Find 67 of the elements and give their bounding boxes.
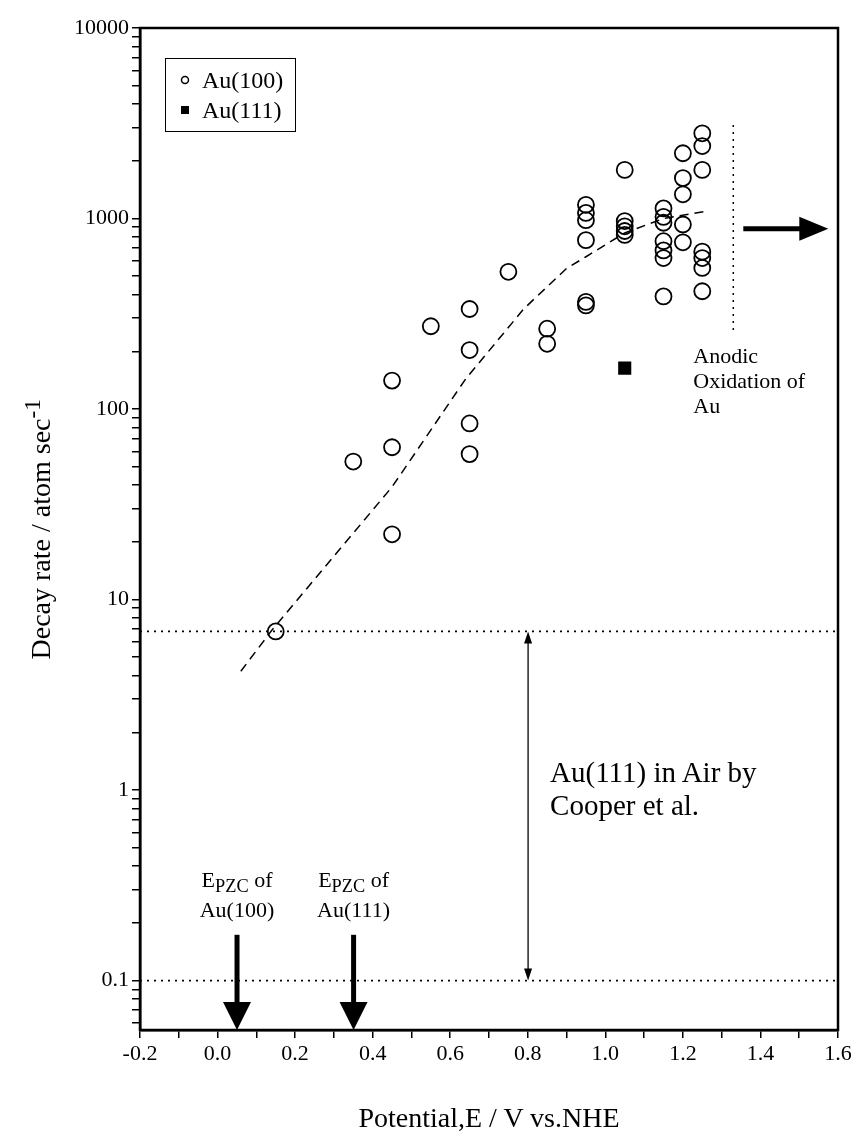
x-tick-label: 1.4 (746, 1039, 775, 1065)
point (693, 137, 712, 155)
x-tick-label: 1.2 (669, 1039, 697, 1065)
point (383, 438, 401, 457)
point (460, 414, 479, 433)
point (460, 300, 479, 318)
x-tick-label: 0.2 (281, 1039, 309, 1065)
point (538, 334, 557, 353)
point (654, 199, 673, 218)
x-tick-label: 1.6 (824, 1039, 852, 1065)
annotation: Anodic Oxidation of Au (693, 342, 807, 419)
point (577, 292, 595, 311)
point (654, 213, 673, 232)
point (618, 361, 632, 375)
point (383, 525, 401, 544)
point (344, 452, 363, 471)
x-tick-label: 0.0 (203, 1039, 232, 1065)
point (421, 317, 440, 336)
point (673, 233, 692, 252)
y-tick-label: 0.1 (101, 966, 129, 992)
annotation: Au(111) in Air by Cooper et al. (550, 756, 758, 823)
point (460, 445, 479, 463)
point (615, 212, 634, 230)
point (577, 195, 595, 214)
point (654, 249, 673, 267)
point (615, 160, 634, 179)
legend-label: Au(100) (202, 66, 284, 95)
point (654, 241, 673, 260)
x-tick-label: 1.0 (591, 1039, 620, 1065)
legend-label: Au(111) (202, 96, 282, 125)
point (654, 287, 673, 306)
point (673, 185, 692, 204)
y-tick-label: 10000 (74, 13, 129, 39)
point (693, 282, 712, 301)
point (673, 215, 692, 234)
point (383, 371, 401, 390)
point (577, 211, 595, 230)
point (615, 222, 634, 240)
point (693, 242, 712, 261)
x-tick-label: 0.4 (358, 1039, 387, 1065)
point (577, 231, 595, 250)
y-tick-label: 1 (118, 775, 129, 801)
point (577, 296, 595, 315)
point (460, 341, 479, 359)
point (673, 169, 692, 187)
point (654, 232, 673, 251)
point (673, 144, 692, 163)
annotation: E$_{PZC}$ of Au(111) (316, 866, 392, 923)
x-axis-title: Potential,E / V vs.NHE (358, 1101, 620, 1133)
y-tick-label: 100 (96, 394, 129, 420)
annotation: E$_{PZC}$ of Au(100) (198, 866, 276, 923)
point (693, 124, 712, 143)
point (577, 204, 595, 222)
x-tick-label: 0.8 (514, 1039, 542, 1065)
point (615, 226, 634, 244)
x-tick-label: 0.6 (436, 1039, 464, 1065)
point (693, 249, 712, 267)
x-tick-label: -0.2 (122, 1039, 158, 1065)
y-tick-label: 1000 (85, 204, 129, 230)
y-tick-label: 10 (107, 585, 129, 611)
point (693, 259, 712, 277)
point (654, 207, 673, 226)
point (266, 622, 285, 641)
point (499, 262, 518, 281)
point (538, 319, 557, 338)
point (615, 217, 634, 236)
point (693, 160, 712, 179)
